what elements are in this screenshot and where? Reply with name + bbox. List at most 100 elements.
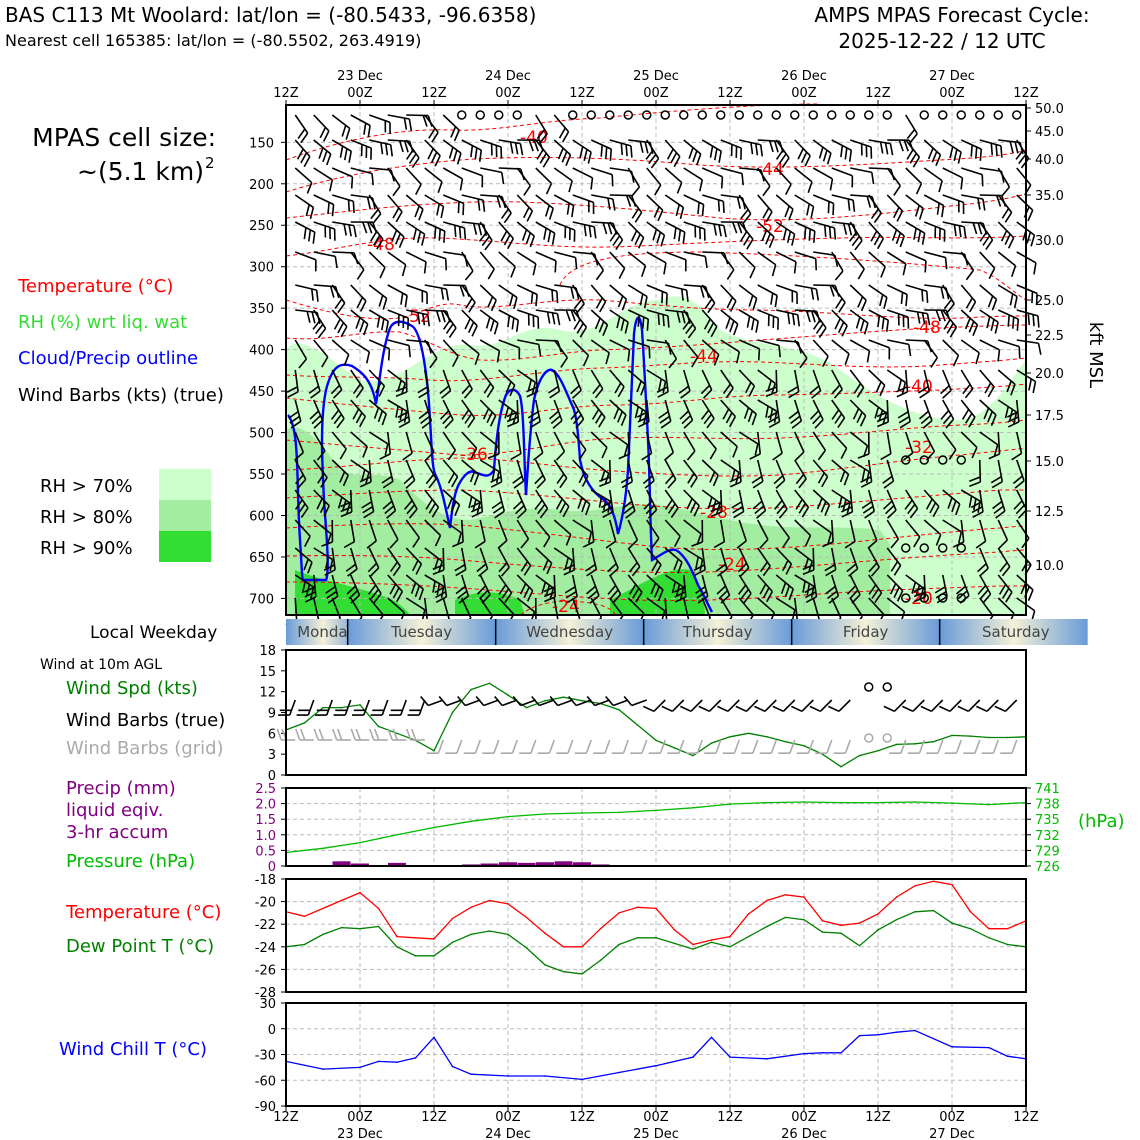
barb-staff	[553, 431, 566, 452]
barb-staff	[775, 194, 794, 210]
barb-staff	[387, 574, 403, 593]
wind-barb	[590, 431, 608, 459]
barb-staff	[464, 699, 481, 707]
barb-flag	[975, 352, 980, 365]
barb-flag	[802, 580, 806, 593]
barb-flag	[879, 384, 886, 397]
barb-flag	[352, 383, 362, 395]
barb-flag	[666, 148, 674, 160]
barb-flag	[565, 534, 572, 546]
wind-barb	[609, 284, 628, 311]
wind-barb	[478, 221, 493, 251]
barb-staff	[405, 519, 420, 539]
wind-barb	[812, 194, 835, 216]
wind-barb	[352, 699, 371, 716]
hpa-axis-label: (hPa)	[1078, 811, 1125, 832]
barb-flag	[572, 414, 582, 425]
calm-circle	[512, 110, 522, 120]
barb-flag	[507, 421, 519, 428]
barb-flag	[562, 506, 570, 518]
barb-staff	[978, 519, 987, 542]
wind-barb	[405, 139, 420, 169]
barb-flag	[818, 327, 827, 339]
wind-barb	[886, 284, 908, 307]
barb-flag	[774, 295, 778, 308]
calm-circle	[882, 733, 892, 743]
barb-staff	[331, 114, 351, 130]
barb-flag	[709, 145, 714, 158]
top-date-label: 24 Dec	[485, 69, 531, 84]
wind-barb	[622, 489, 636, 519]
barb-flag	[458, 226, 462, 239]
wind-barb	[424, 339, 438, 369]
barb-staff	[627, 284, 648, 298]
top-time-tick-label: 12Z	[569, 86, 595, 101]
wind-barb	[683, 139, 702, 166]
barb-flag	[586, 568, 597, 577]
barb-flag	[455, 568, 467, 577]
barb-flag	[627, 349, 631, 362]
barb-staff	[886, 221, 905, 237]
wind-barb	[294, 339, 308, 369]
wind-barb	[880, 431, 892, 461]
barb-flag	[310, 390, 321, 399]
barb-staff	[646, 167, 662, 186]
barb-staff	[849, 399, 867, 417]
barb-staff	[553, 519, 572, 536]
barb-staff	[590, 139, 612, 150]
barb-staff	[480, 194, 503, 198]
barb-flag	[507, 315, 511, 328]
barb-staff	[530, 739, 537, 754]
wind-barb	[794, 284, 820, 301]
barb-flag	[327, 202, 330, 215]
barb-staff	[720, 574, 731, 596]
wind-barb	[1016, 574, 1034, 601]
barb-staff	[683, 284, 706, 288]
barb-flag	[300, 507, 309, 519]
barb-flag	[686, 498, 693, 510]
barb-staff	[423, 369, 430, 392]
wind-barb	[849, 399, 867, 427]
barb-flag	[474, 147, 478, 160]
barb-staff	[405, 547, 422, 565]
barb-flag	[556, 313, 561, 326]
y-tick-label: -24	[255, 941, 276, 956]
barb-staff	[627, 489, 636, 512]
wind-barb	[294, 114, 309, 144]
wind-barb	[498, 194, 512, 224]
barb-flag	[788, 410, 799, 420]
barb-flag	[434, 586, 446, 594]
barb-flag	[662, 314, 665, 327]
wind-barb	[812, 489, 831, 516]
barb-staff	[665, 309, 688, 314]
barb-flag	[556, 473, 565, 485]
barb-flag	[821, 355, 829, 367]
barb-flag	[975, 146, 978, 159]
wind-barb	[960, 139, 983, 161]
barb-staff	[498, 221, 514, 240]
barb-flag	[637, 416, 649, 423]
barb-staff	[849, 547, 859, 570]
barb-flag	[740, 208, 749, 220]
barb-staff	[867, 459, 873, 482]
barb-staff	[844, 739, 852, 754]
wind-barb	[905, 139, 921, 168]
wind-barb	[812, 139, 832, 165]
barb-staff	[479, 221, 493, 241]
wind-barb	[737, 574, 752, 604]
barb-staff	[553, 114, 570, 133]
barb-staff	[386, 431, 392, 454]
barb-flag	[382, 480, 394, 489]
calm-circle	[1012, 110, 1022, 120]
bottom-time-tick-label: 12Z	[1013, 1110, 1039, 1125]
precip-bar	[499, 862, 517, 866]
barb-staff	[646, 251, 667, 264]
barb-flag	[685, 323, 694, 335]
barb-flag	[555, 450, 565, 461]
barb-staff	[535, 167, 553, 184]
barb-flag	[339, 471, 346, 483]
barb-flag	[849, 589, 859, 600]
barb-staff	[696, 739, 704, 754]
barb-staff	[997, 519, 1009, 541]
barb-flag	[386, 509, 396, 519]
